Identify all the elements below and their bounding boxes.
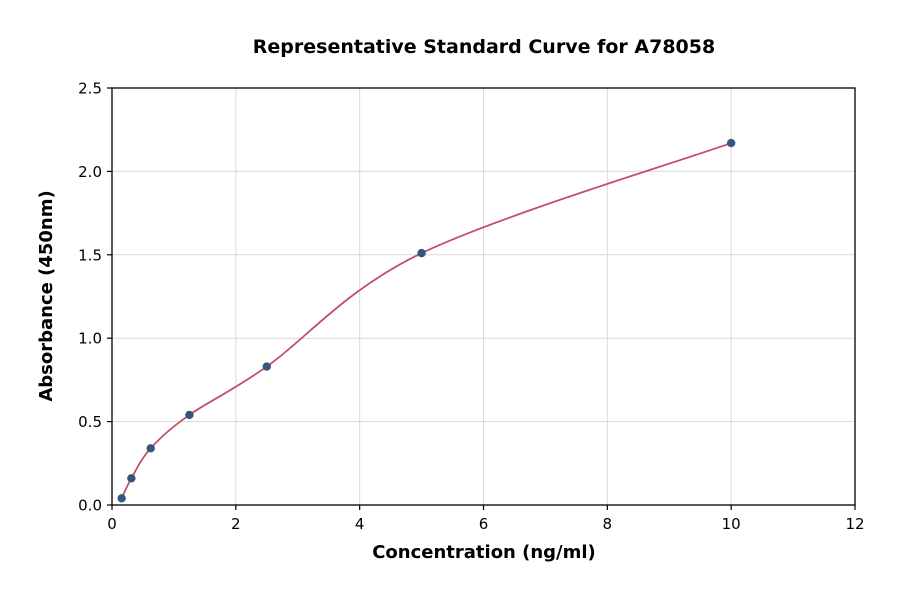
tick-labels: 0 2 4 6 8 10 12 0.0 0.5 1.0 1.5 2.0 2.5 — [78, 80, 864, 534]
x-tick-label: 6 — [479, 515, 489, 533]
x-axis-label: Concentration (ng/ml) — [372, 542, 596, 563]
data-point — [417, 248, 426, 258]
data-points — [117, 138, 736, 503]
x-tick-label: 10 — [722, 515, 741, 533]
y-tick-label: 1.0 — [78, 330, 102, 348]
y-axis-label: Absorbance (450nm) — [36, 190, 57, 401]
chart-title: Representative Standard Curve for A78058 — [253, 36, 715, 58]
x-tick-label: 4 — [355, 515, 365, 533]
data-point — [117, 494, 126, 503]
data-point — [127, 474, 136, 483]
y-tick-label: 2.0 — [78, 163, 102, 181]
x-tick-label: 0 — [107, 515, 117, 533]
data-point — [726, 138, 736, 148]
grid-lines — [112, 88, 855, 505]
data-point — [146, 444, 155, 453]
x-tick-label: 8 — [603, 515, 613, 533]
y-tick-label: 0.5 — [78, 413, 102, 431]
y-tick-label: 0.0 — [78, 497, 102, 515]
fit-curve — [120, 142, 732, 499]
x-tick-label: 2 — [231, 515, 241, 533]
plot-border — [111, 87, 856, 506]
x-tick-label: 12 — [845, 515, 864, 533]
axis-ticks — [107, 87, 856, 510]
y-tick-label: 1.5 — [78, 246, 102, 264]
data-point — [262, 362, 271, 371]
y-tick-label: 2.5 — [78, 80, 102, 98]
data-point — [185, 410, 194, 420]
